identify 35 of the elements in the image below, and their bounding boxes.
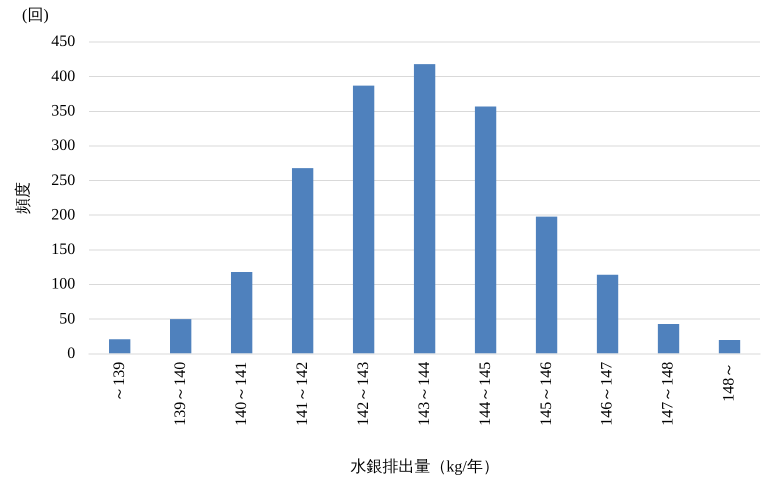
y-tick-label: 300: [51, 137, 76, 154]
x-tick-label: 140～141: [232, 362, 250, 426]
x-tick-label: 146～147: [598, 362, 616, 426]
bar: [292, 168, 314, 354]
y-tick-label: 150: [51, 241, 76, 258]
bar: [230, 272, 252, 354]
x-tick-label: 139～140: [172, 362, 189, 426]
x-axis-title: 水銀排出量（kg/年）: [350, 458, 499, 476]
bar: [474, 106, 496, 354]
y-tick-label: 350: [51, 102, 76, 120]
bar: [109, 339, 130, 354]
x-tick-label: 141～142: [294, 362, 311, 426]
y-tick-label: 50: [59, 310, 76, 328]
bar: [414, 64, 436, 354]
x-tick-label: 143～144: [416, 362, 433, 426]
bar: [352, 86, 374, 354]
bar: [596, 274, 618, 354]
y-tick-label: 0: [67, 345, 76, 362]
y-tick-label: 400: [51, 68, 76, 85]
bar: [658, 324, 680, 354]
x-tick-label: 142～143: [354, 362, 372, 426]
y-tick-label: 100: [51, 276, 76, 293]
y-axis-title: 頻度: [14, 182, 32, 214]
x-tick-label: ～139: [110, 362, 128, 402]
x-tick-label: 145～146: [538, 362, 555, 426]
bar: [718, 340, 740, 354]
x-tick-label: 144～145: [476, 362, 494, 426]
x-tick-label: 148～: [720, 362, 738, 402]
bar: [536, 216, 558, 354]
text: (回): [22, 7, 49, 24]
bar: [170, 319, 192, 354]
y-tick-label: 250: [51, 172, 76, 189]
y-tick-label: 450: [51, 33, 76, 50]
y-tick-label: 200: [51, 206, 76, 224]
x-tick-label: 147～148: [660, 362, 677, 426]
